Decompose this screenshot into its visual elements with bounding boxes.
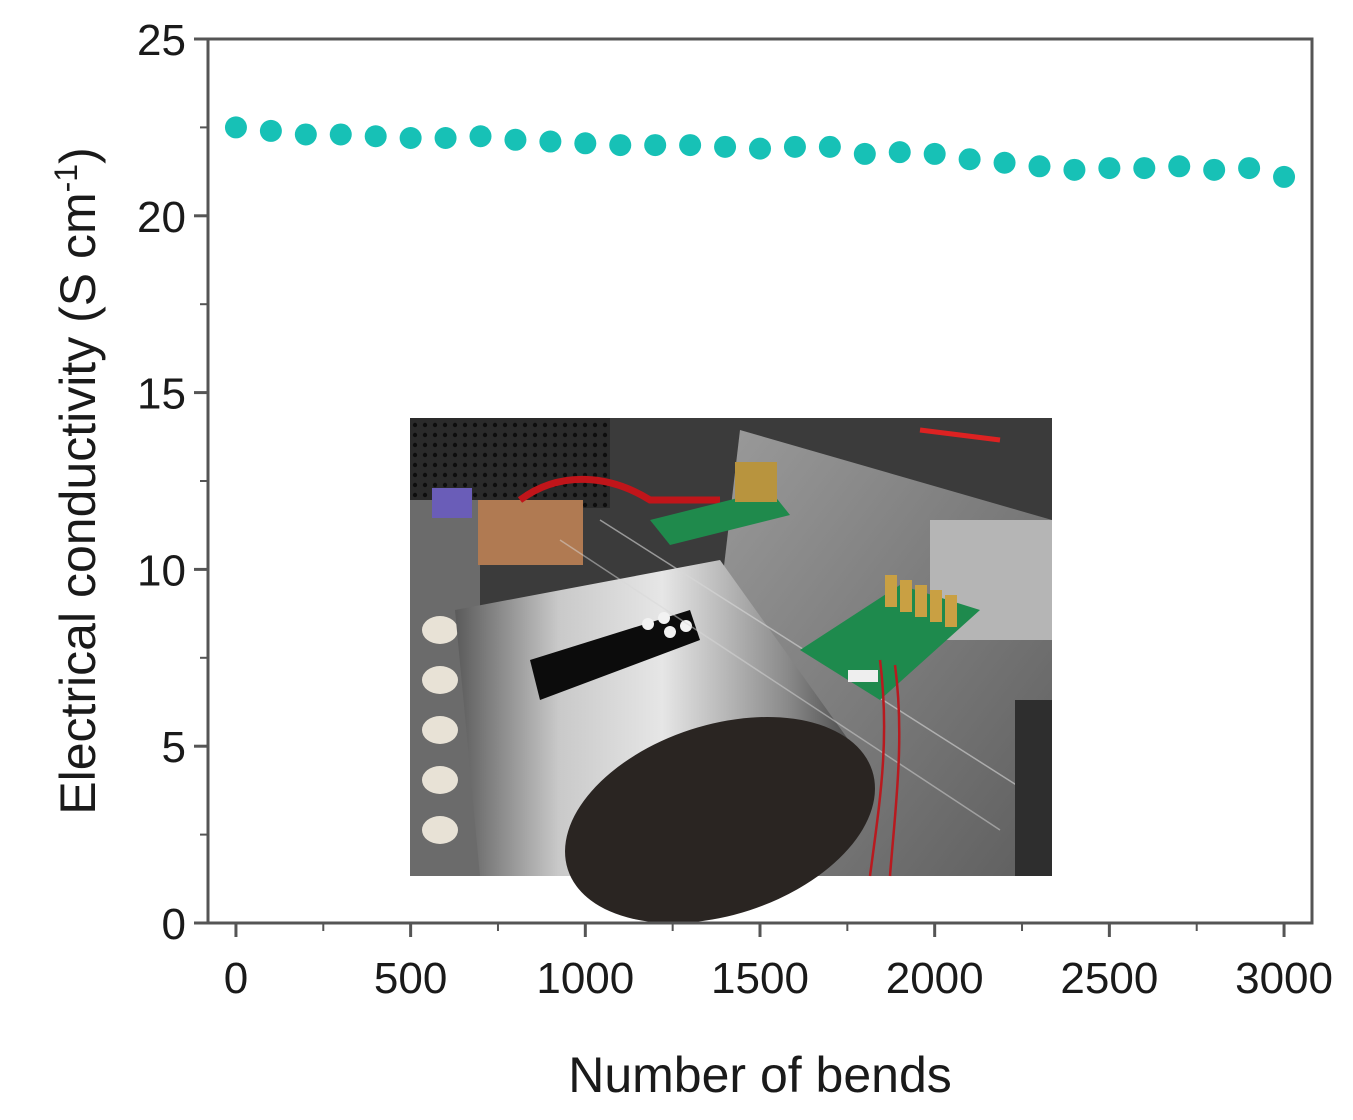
data-point (679, 134, 702, 157)
data-point (818, 135, 841, 158)
x-tick-label: 0 (224, 954, 248, 1003)
x-axis: 0 500 1000 1500 2000 2500 3000 (224, 923, 1333, 1003)
data-point (749, 137, 771, 160)
data-series (224, 116, 1296, 188)
data-point (504, 128, 527, 151)
data-point (1238, 157, 1261, 180)
x-tick-label: 1500 (711, 954, 809, 1003)
x-tick-label: 1000 (536, 954, 634, 1003)
data-point (783, 135, 806, 158)
data-point (539, 130, 562, 153)
y-tick-label: 5 (162, 723, 186, 772)
y-tick-label: 25 (137, 16, 186, 65)
data-point (609, 134, 632, 157)
data-point (294, 123, 317, 146)
y-tick-label: 10 (137, 546, 186, 595)
x-tick-label: 3000 (1235, 954, 1333, 1003)
data-point (714, 135, 737, 158)
data-point (434, 127, 457, 150)
data-point (1028, 155, 1051, 178)
data-point (1168, 155, 1191, 178)
data-point (1063, 158, 1086, 181)
data-point (259, 119, 282, 142)
data-point (574, 132, 597, 155)
y-tick-label: 0 (162, 900, 186, 949)
data-point (329, 123, 352, 146)
y-tick-label: 15 (137, 370, 186, 419)
data-point (853, 142, 876, 165)
data-point (888, 141, 911, 164)
data-point (1203, 158, 1226, 181)
data-point (958, 148, 981, 171)
data-point (224, 116, 247, 139)
y-axis: 0 5 10 15 20 25 (137, 16, 208, 949)
data-point (399, 127, 422, 150)
data-point (1133, 157, 1156, 180)
x-tick-label: 2000 (886, 954, 984, 1003)
x-axis-title: Number of bends (568, 1047, 952, 1103)
data-point (644, 134, 667, 157)
bending-test-rig-photo-icon (410, 418, 1052, 923)
y-axis-title-sup: -1 (48, 164, 84, 192)
y-tick-label: 20 (137, 193, 186, 242)
data-point (364, 125, 387, 148)
data-point (1273, 165, 1296, 188)
y-axis-title-main: Electrical conductivity (S cm (50, 192, 106, 814)
x-tick-label: 2500 (1060, 954, 1158, 1003)
x-tick-label: 500 (374, 954, 447, 1003)
data-point (469, 125, 492, 148)
data-point (1098, 157, 1121, 180)
y-axis-title: Electrical conductivity (S cm-1) (48, 147, 106, 815)
data-point (923, 142, 946, 165)
data-point (993, 151, 1016, 174)
y-axis-title-close: ) (50, 147, 106, 164)
